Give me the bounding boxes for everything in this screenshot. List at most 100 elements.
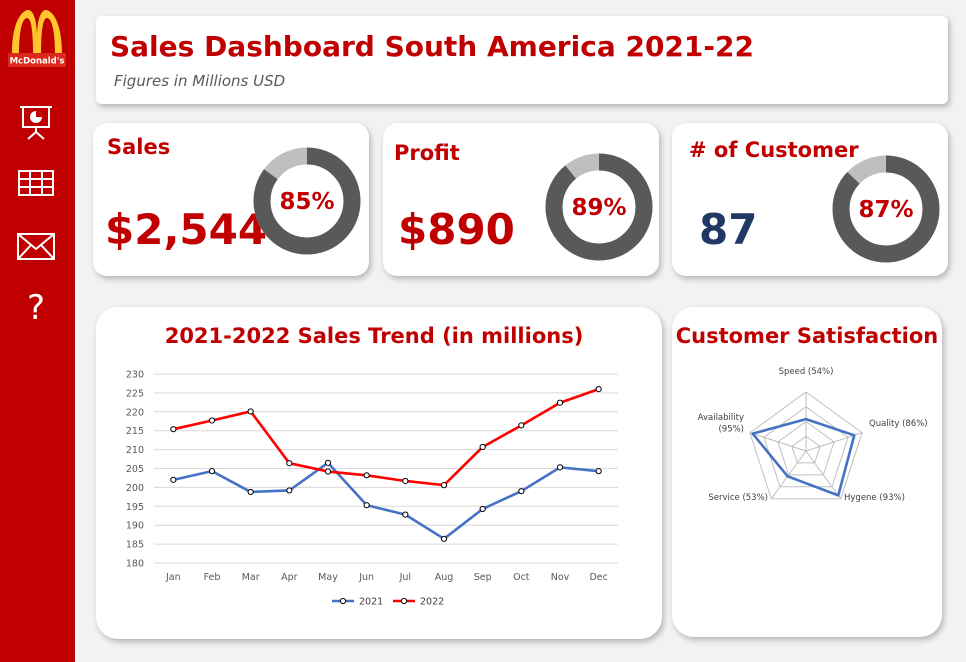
y-tick-label: 215 xyxy=(126,426,144,437)
page-subtitle: Figures in Millions USD xyxy=(114,72,286,90)
y-tick-label: 180 xyxy=(126,559,144,570)
sales-trend-chart: 180 185 190 195 200 205 210 215 220 225 230 Jan Feb M… xyxy=(126,370,618,608)
data-point-2022 xyxy=(363,472,370,479)
data-point-2022 xyxy=(556,399,564,406)
mail-icon[interactable] xyxy=(16,226,56,266)
data-point-2022 xyxy=(208,417,216,424)
y-tick-label: 225 xyxy=(126,388,144,399)
radar-axis-label: Speed (54%) xyxy=(779,367,834,377)
data-point-2021 xyxy=(556,464,564,471)
sidebar: McDonald's ? xyxy=(0,0,75,662)
radar-axis-label: Hygene (93%) xyxy=(844,493,905,503)
x-tick-label: Nov xyxy=(551,572,570,583)
data-point-2021 xyxy=(518,488,525,495)
data-point-2021 xyxy=(402,511,409,518)
kpi-card-profit: Profit $890 89% xyxy=(383,123,659,276)
y-tick-label: 220 xyxy=(126,407,144,418)
donut-fill xyxy=(832,155,940,263)
x-tick-label: Jun xyxy=(358,572,374,583)
satisfaction-radar: Speed (54%) Quality (86%) Hygene (93%) Serv… xyxy=(698,367,928,503)
data-point-2022 xyxy=(440,482,448,489)
presentation-icon[interactable] xyxy=(16,102,56,142)
sales-trend-title: 2021-2022 Sales Trend (in millions) xyxy=(164,324,584,348)
page-title: Sales Dashboard South America 2021-22 xyxy=(110,30,754,63)
donut-percent-label: 89% xyxy=(571,195,626,221)
sales-trend-card: 2021-2022 Sales Trend (in millions) 180 1… xyxy=(96,307,662,639)
data-point-2022 xyxy=(324,468,332,475)
kpi-value-profit: $890 xyxy=(398,205,515,254)
sales-donut: 85% xyxy=(253,147,361,255)
data-point-2022 xyxy=(402,477,409,485)
x-tick-label: Sep xyxy=(474,572,492,583)
data-point-2021 xyxy=(324,459,332,466)
x-tick-label: Jan xyxy=(165,572,181,583)
data-point-2021 xyxy=(170,476,177,483)
data-point-2022 xyxy=(286,460,293,467)
title-card: Sales Dashboard South America 2021-22 Fi… xyxy=(96,16,948,104)
data-point-2022 xyxy=(247,408,254,415)
data-point-2022 xyxy=(518,422,525,429)
data-point-2021 xyxy=(363,502,370,509)
data-point-2021 xyxy=(286,487,293,494)
x-tick-label: May xyxy=(318,572,338,583)
radar-axis-label: Availability xyxy=(698,413,744,423)
donut-percent-label: 87% xyxy=(858,197,913,223)
x-tick-label: Feb xyxy=(204,572,221,583)
svg-text:?: ? xyxy=(27,288,45,326)
data-point-2021 xyxy=(247,488,254,496)
y-tick-label: 210 xyxy=(126,445,144,456)
radar-axis-label: Service (53%) xyxy=(708,493,768,503)
table-icon[interactable] xyxy=(16,163,56,203)
donut-fill xyxy=(545,153,653,261)
radar-ring xyxy=(791,435,821,464)
kpi-card-sales: Sales $2,544 85% xyxy=(93,123,369,276)
donut-fill xyxy=(253,147,361,255)
x-tick-label: Mar xyxy=(242,572,260,583)
series-line-2021 xyxy=(173,461,599,541)
kpi-label-sales: Sales xyxy=(107,135,171,159)
radar-spoke xyxy=(749,432,807,452)
kpi-value-customers: 87 xyxy=(699,205,758,254)
kpi-label-customers: # of Customer xyxy=(689,138,859,162)
x-tick-label: Oct xyxy=(513,572,530,583)
data-point-2021 xyxy=(440,535,448,542)
radar-series xyxy=(751,417,856,497)
logo-text: McDonald's xyxy=(10,57,65,67)
y-tick-label: 190 xyxy=(126,521,144,532)
customers-donut: 87% xyxy=(832,155,940,263)
donut-percent-label: 85% xyxy=(279,189,334,215)
series-line-2022 xyxy=(173,387,600,487)
radar-ring xyxy=(777,420,835,476)
x-tick-label: Jul xyxy=(399,572,411,583)
legend-label: 2022 xyxy=(420,597,444,608)
x-tick-label: Dec xyxy=(589,572,607,583)
y-tick-label: 230 xyxy=(126,370,144,381)
y-tick-label: 200 xyxy=(126,483,144,494)
data-point-2022 xyxy=(479,443,486,451)
radar-axis-label: (95%) xyxy=(718,425,744,435)
x-tick-label: Aug xyxy=(435,572,454,583)
profit-donut: 89% xyxy=(545,153,653,261)
y-tick-label: 195 xyxy=(126,502,144,513)
x-tick-label: Apr xyxy=(281,572,298,583)
radar-ring xyxy=(749,391,863,500)
radar-axis-label: Quality (86%) xyxy=(869,419,928,429)
kpi-label-profit: Profit xyxy=(394,141,460,165)
legend-label: 2021 xyxy=(359,597,383,608)
data-point-2021 xyxy=(208,468,216,475)
data-point-2021 xyxy=(595,468,602,475)
legend-marker xyxy=(400,597,408,605)
help-icon[interactable]: ? xyxy=(16,286,56,326)
data-point-2021 xyxy=(479,505,486,513)
satisfaction-title: Customer Satisfaction xyxy=(675,324,939,348)
satisfaction-card: Customer Satisfaction Speed (54%) Quality… xyxy=(672,307,942,637)
legend-marker xyxy=(339,597,347,605)
data-point-2022 xyxy=(170,426,177,433)
kpi-value-sales: $2,544 xyxy=(105,205,268,254)
y-tick-label: 185 xyxy=(126,540,144,551)
mcdonalds-logo: McDonald's xyxy=(8,10,66,67)
kpi-card-customers: # of Customer 87 87% xyxy=(672,123,948,276)
radar-spoke xyxy=(770,450,807,500)
radar-spoke xyxy=(805,450,842,500)
data-point-2022 xyxy=(595,386,602,393)
